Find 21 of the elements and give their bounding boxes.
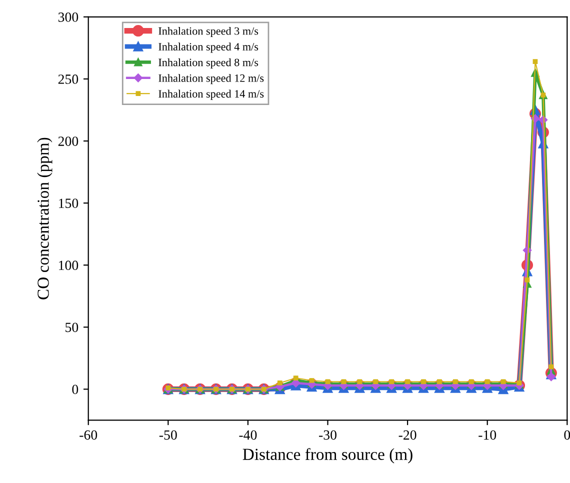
- y-tick-label: 200: [58, 136, 78, 146]
- x-axis-title: Distance from source (m): [242, 448, 412, 464]
- y-tick-label: 250: [58, 74, 78, 84]
- y-axis-title: CO concentration (ppm): [37, 138, 52, 300]
- x-tick-label: -60: [80, 430, 98, 440]
- legend-label: Inhalation speed 4 m/s: [158, 42, 258, 53]
- legend-label: Inhalation speed 14 m/s: [158, 90, 264, 100]
- y-tick-label: 150: [59, 198, 78, 208]
- x-tick-label: 0: [564, 430, 570, 440]
- legend-label: Inhalation speed 8 m/s: [158, 58, 258, 68]
- x-tick-label: -20: [398, 430, 416, 440]
- x-tick-label: -30: [319, 430, 336, 440]
- y-tick-label: 100: [59, 260, 78, 270]
- legend-label: Inhalation speed 12 m/s: [158, 74, 264, 84]
- x-tick-label: -40: [239, 430, 257, 440]
- y-tick-label: 300: [58, 12, 78, 22]
- legend-label: Inhalation speed 3 m/s: [158, 26, 258, 38]
- x-tick-label: -10: [478, 430, 496, 440]
- y-tick-label: 0: [72, 384, 78, 394]
- x-tick-label: -50: [159, 430, 177, 440]
- y-tick-label: 50: [66, 322, 78, 332]
